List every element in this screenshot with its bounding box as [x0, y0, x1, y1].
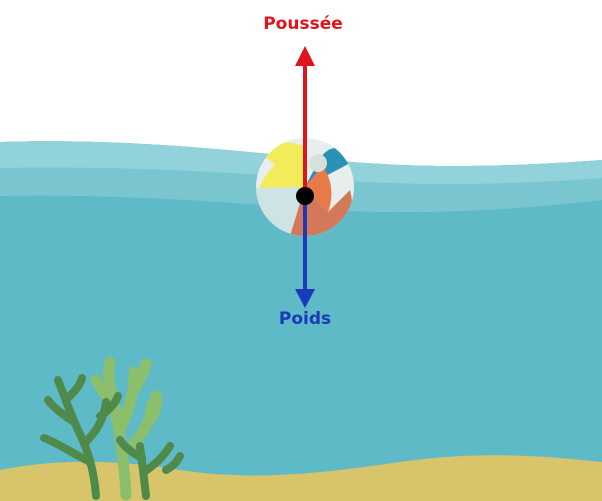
weight-label: Poids: [278, 309, 332, 329]
buoyancy-arrow: [295, 46, 315, 196]
buoyancy-label: Poussée: [263, 14, 343, 34]
weight-arrow: [295, 196, 315, 308]
center-point: [296, 187, 314, 205]
seaweed-dark: [40, 374, 184, 500]
